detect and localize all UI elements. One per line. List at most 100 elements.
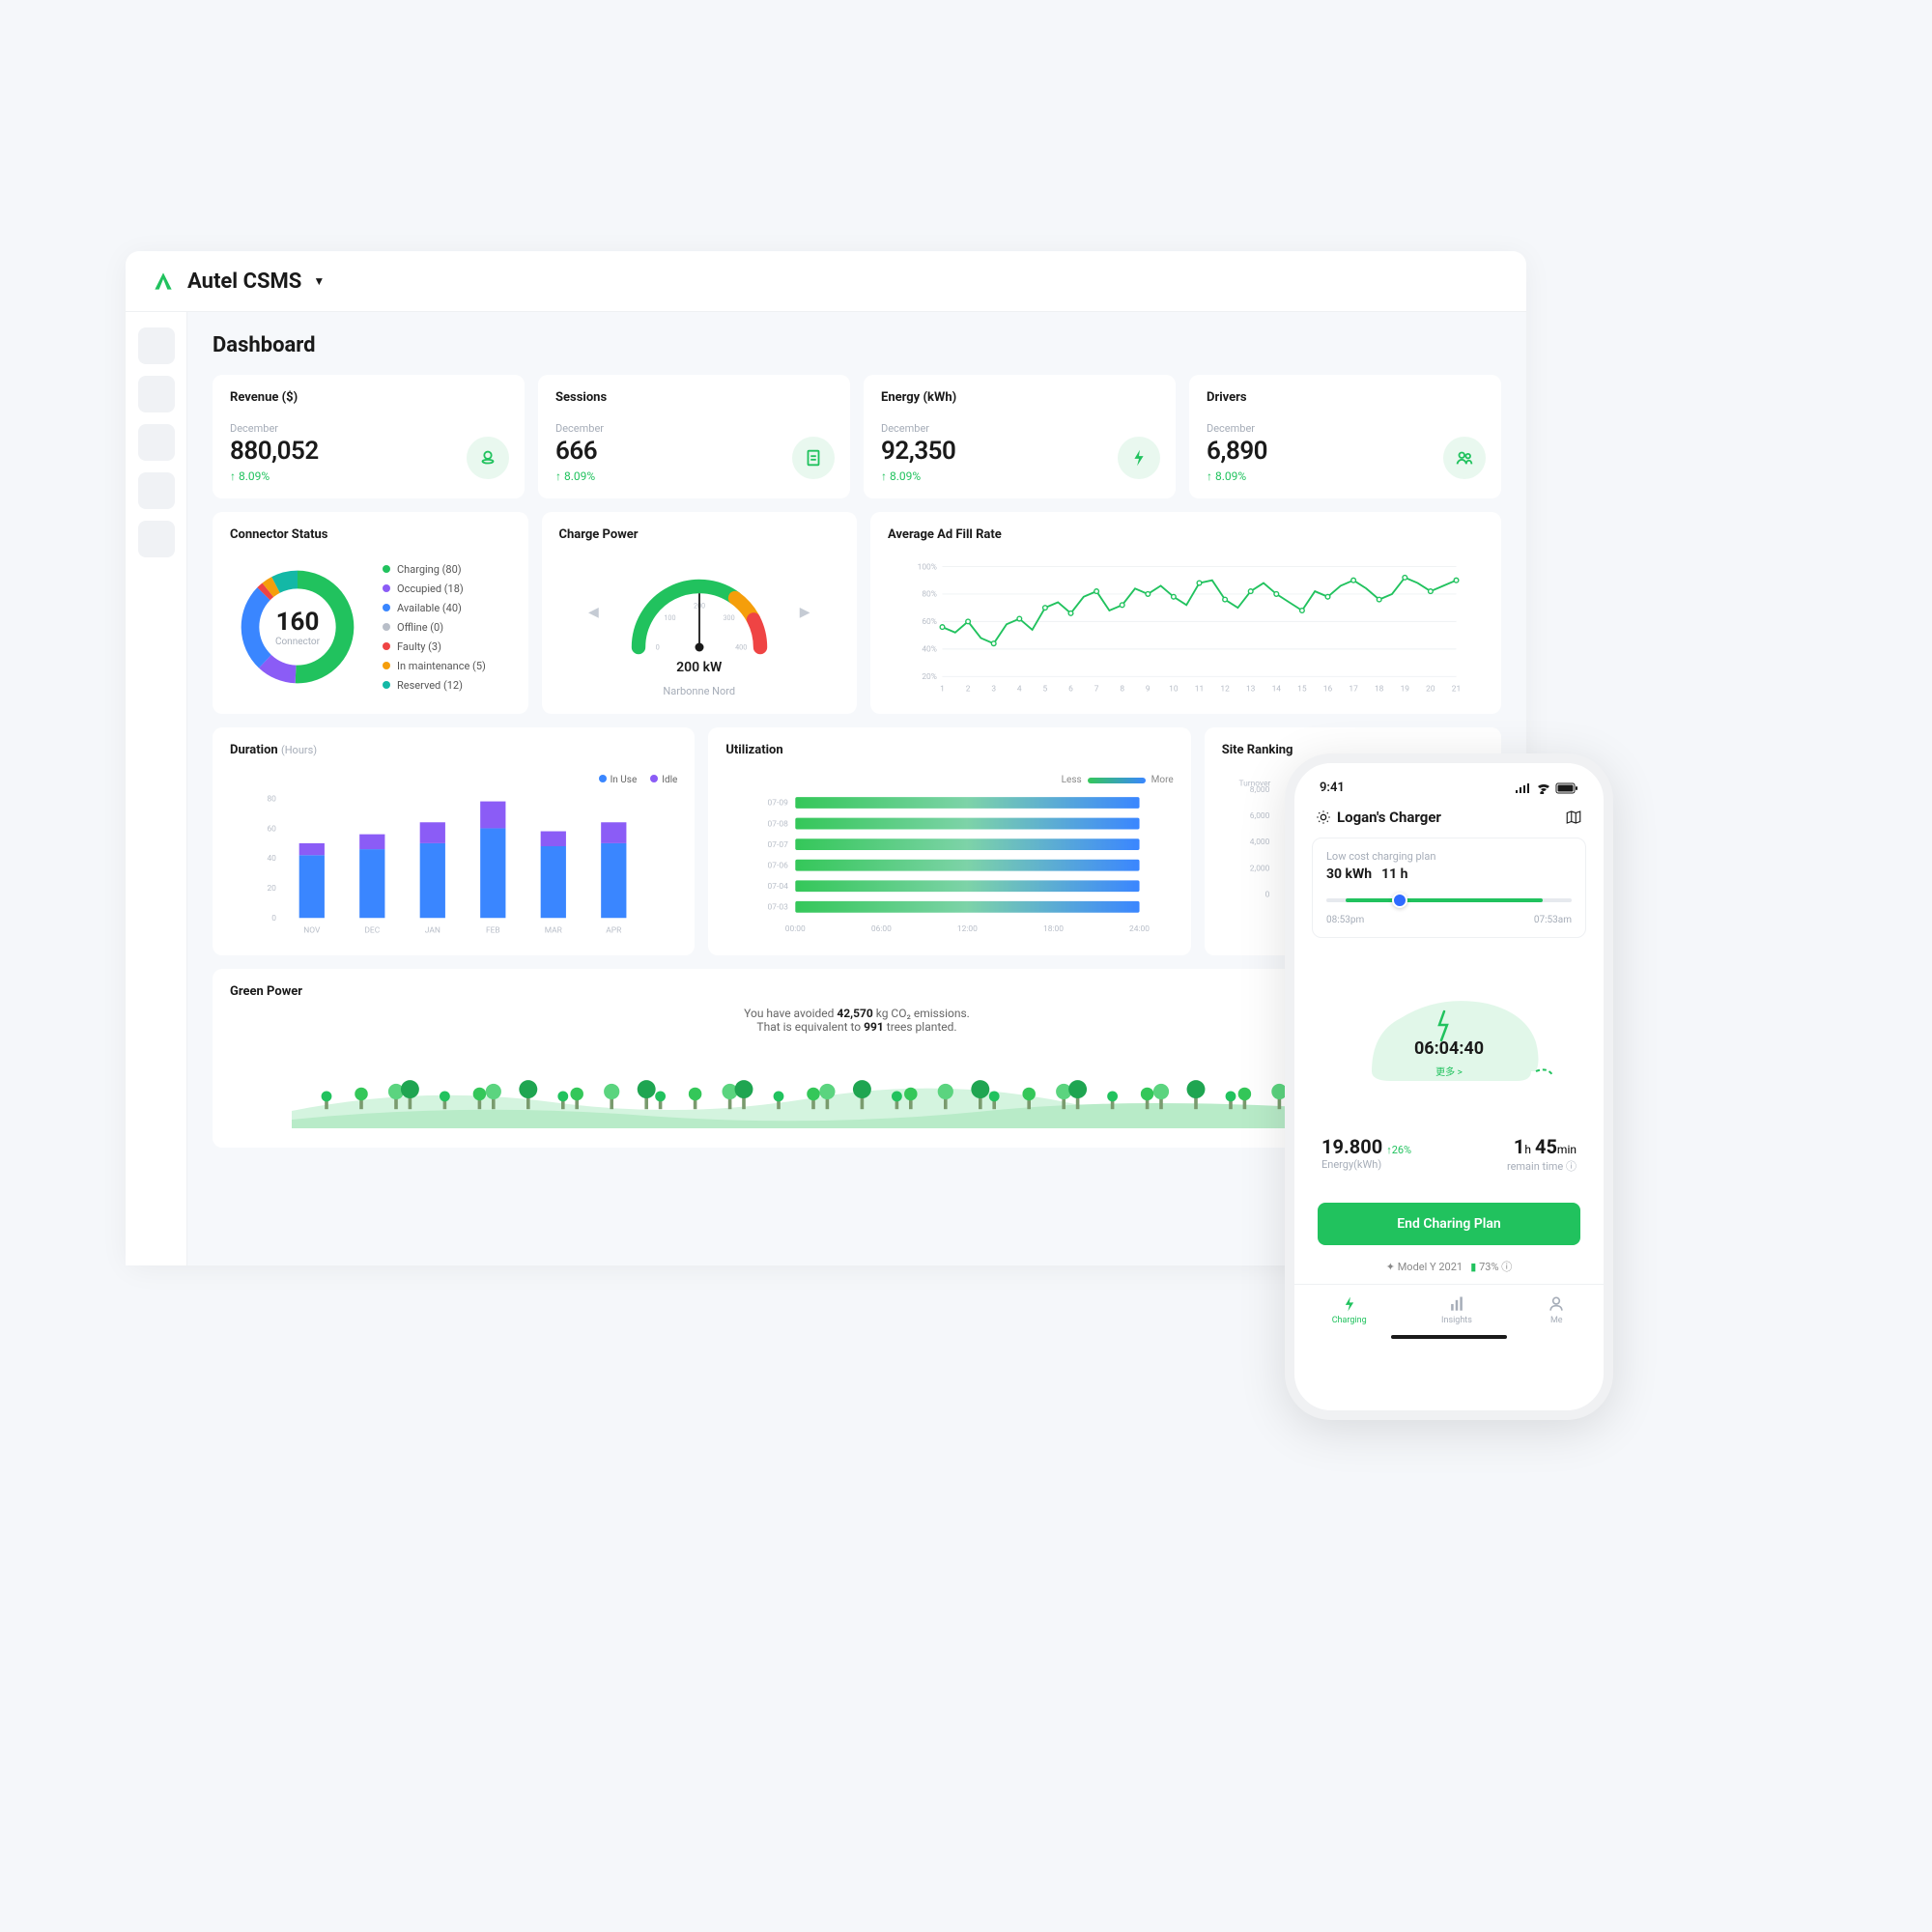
duration-card: Duration (Hours) In UseIdle 806040200NOV… [213, 727, 695, 955]
statusbar: 9:41 [1294, 777, 1604, 805]
plan-values: 30 kWh11 h [1326, 867, 1572, 882]
card-title: Utilization [725, 743, 1173, 757]
nav-item[interactable] [138, 424, 175, 461]
svg-text:13: 13 [1246, 684, 1256, 694]
plan-label: Low cost charging plan [1326, 850, 1572, 863]
chevron-down-icon[interactable]: ▼ [313, 274, 325, 288]
legend-item: Available (40) [383, 602, 486, 614]
charge-power-card: Charge Power ◀ 0100200300400 ▶ 200 kW Na… [542, 512, 858, 714]
tab-me[interactable]: Me [1547, 1294, 1566, 1325]
car-illustration: 06:04:40 更多 > [1312, 955, 1586, 1120]
svg-text:2,000: 2,000 [1250, 864, 1270, 873]
charger-title: Logan's Charger [1316, 809, 1441, 826]
svg-text:APR: APR [606, 925, 622, 935]
svg-text:19: 19 [1401, 684, 1410, 694]
svg-text:20: 20 [267, 884, 276, 894]
metrics-row: Revenue ($) December 880,052 ↑8.09% Sess… [213, 375, 1501, 498]
tab-charging[interactable]: Charging [1332, 1294, 1367, 1325]
gear-icon[interactable] [1316, 810, 1331, 825]
svg-text:14: 14 [1272, 684, 1282, 694]
utilization-card: Utilization Less More 07-0907-0807-0707-… [708, 727, 1190, 955]
svg-text:07-03: 07-03 [768, 903, 789, 913]
phone-header: Logan's Charger [1294, 805, 1604, 838]
duration-legend: In UseIdle [230, 775, 677, 785]
metric-title: Drivers [1207, 390, 1484, 405]
phone-mockup: 9:41 Logan's Charger Low cost charging p… [1285, 753, 1613, 1420]
tab-insights[interactable]: Insights [1441, 1294, 1472, 1325]
row2: Connector Status 160 Connector Charging … [213, 512, 1501, 714]
gauge-value: 200 kW [676, 660, 722, 675]
plan-slider[interactable] [1326, 892, 1572, 909]
svg-text:24:00: 24:00 [1129, 924, 1150, 934]
svg-text:9: 9 [1146, 684, 1151, 694]
tabbar: Charging Insights Me [1294, 1284, 1604, 1331]
charging-plan-box: Low cost charging plan 30 kWh11 h 08:53p… [1312, 838, 1586, 938]
nav-item[interactable] [138, 472, 175, 509]
metric-period: December [881, 422, 1158, 435]
connector-status-card: Connector Status 160 Connector Charging … [213, 512, 528, 714]
svg-text:7: 7 [1094, 684, 1099, 694]
more-link[interactable]: 更多 > [1343, 1064, 1555, 1078]
metric-card: Energy (kWh) December 92,350 ↑8.09% [864, 375, 1176, 498]
coins-icon [467, 437, 509, 479]
nav-item[interactable] [138, 521, 175, 557]
svg-text:60%: 60% [922, 617, 937, 627]
card-title: Connector Status [230, 527, 511, 542]
card-title: Average Ad Fill Rate [888, 527, 1484, 542]
statusbar-icons [1515, 782, 1578, 794]
nav-item[interactable] [138, 327, 175, 364]
svg-text:FEB: FEB [486, 925, 500, 935]
svg-text:40: 40 [267, 854, 276, 864]
svg-text:60: 60 [267, 824, 276, 834]
svg-text:07-07: 07-07 [768, 840, 789, 850]
svg-text:100: 100 [664, 613, 675, 622]
svg-text:1: 1 [940, 684, 945, 694]
svg-text:18: 18 [1375, 684, 1384, 694]
svg-text:15: 15 [1297, 684, 1307, 694]
svg-text:8: 8 [1120, 684, 1124, 694]
card-title: Duration (Hours) [230, 743, 317, 757]
svg-text:300: 300 [723, 613, 734, 622]
svg-text:07-09: 07-09 [768, 799, 789, 809]
metric-value: 666 [555, 437, 833, 466]
legend-item: Reserved (12) [383, 679, 486, 692]
end-plan-button[interactable]: End Charing Plan [1318, 1203, 1580, 1245]
connector-total: 160 [276, 608, 320, 637]
energy-stat: 19.800↑26% Energy(kWh) [1321, 1135, 1411, 1174]
svg-text:21: 21 [1452, 684, 1461, 694]
svg-text:80%: 80% [922, 590, 937, 600]
next-arrow-icon[interactable]: ▶ [796, 601, 814, 624]
map-icon[interactable] [1565, 809, 1582, 826]
metric-title: Sessions [555, 390, 833, 405]
svg-text:20%: 20% [922, 672, 937, 682]
svg-text:5: 5 [1043, 684, 1048, 694]
svg-text:MAR: MAR [545, 925, 563, 935]
card-title: Charge Power [559, 527, 840, 542]
prev-arrow-icon[interactable]: ◀ [584, 601, 603, 624]
duration-chart: 806040200NOVDECJANFEBMARAPR [230, 791, 677, 936]
gauge: 0100200300400 [612, 559, 786, 666]
svg-text:07-06: 07-06 [768, 861, 789, 870]
plan-times: 08:53pm 07:53am [1326, 915, 1572, 925]
svg-text:3: 3 [991, 684, 996, 694]
metric-card: Revenue ($) December 880,052 ↑8.09% [213, 375, 525, 498]
svg-text:100%: 100% [918, 562, 937, 572]
svg-text:11: 11 [1195, 684, 1204, 694]
svg-text:18:00: 18:00 [1043, 924, 1064, 934]
metric-title: Revenue ($) [230, 390, 507, 405]
svg-text:17: 17 [1349, 684, 1358, 694]
svg-text:16: 16 [1323, 684, 1333, 694]
connector-total-label: Connector [275, 637, 320, 647]
metric-period: December [1207, 422, 1484, 435]
home-indicator [1391, 1335, 1507, 1339]
stats-row: 19.800↑26% Energy(kWh) 1h 45min remain t… [1294, 1127, 1604, 1185]
svg-text:12: 12 [1220, 684, 1230, 694]
nav-item[interactable] [138, 376, 175, 412]
metric-card: Drivers December 6,890 ↑8.09% [1189, 375, 1501, 498]
utilization-legend: Less More [725, 775, 1173, 785]
svg-text:0: 0 [1264, 891, 1269, 900]
svg-text:40%: 40% [922, 645, 937, 655]
logo-icon [151, 269, 176, 294]
svg-text:07-04: 07-04 [768, 882, 789, 892]
legend-item: Charging (80) [383, 563, 486, 576]
